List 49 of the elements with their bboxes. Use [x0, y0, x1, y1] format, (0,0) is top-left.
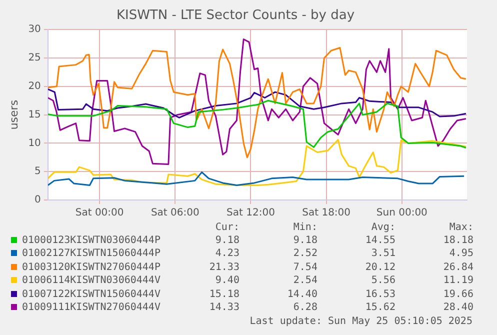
y-axis-title: users	[7, 100, 20, 130]
y-tick-label: 0	[34, 194, 41, 206]
text: 14.33	[208, 301, 240, 314]
x-tick-label: Sat 18:00	[302, 208, 351, 219]
text: 3.51	[370, 247, 396, 260]
legend-label: 01002127KISWTN15060444P	[22, 248, 160, 259]
text: 4.95	[448, 247, 474, 260]
y-tick-label: 25	[28, 52, 41, 64]
y-tick-label: 30	[28, 24, 41, 36]
text: 4.23	[214, 247, 240, 260]
text: 15.62	[364, 301, 396, 314]
text: 20.12	[364, 260, 396, 274]
text: 21.33	[208, 260, 240, 274]
legend-label: 01006114KISWTN03060444V	[22, 275, 160, 286]
text: 9.18	[214, 234, 240, 247]
text: 14.55	[364, 234, 396, 247]
text: 19.66	[442, 288, 474, 301]
x-tick-label: Sat 12:00	[226, 208, 275, 219]
text: 16.53	[364, 288, 396, 301]
text: Cur:	[214, 222, 240, 234]
legend-label: 01003120KISWTN27060444P	[22, 262, 160, 272]
text: 26.84	[442, 260, 474, 274]
x-tick-label: Sun 00:00	[376, 208, 428, 219]
text: 7.54	[292, 260, 318, 274]
text: 2.54	[292, 274, 318, 288]
text: 5.56	[370, 274, 396, 288]
text: 9.18	[292, 234, 318, 247]
y-tick-label: 20	[28, 80, 41, 92]
text: Max:	[448, 222, 474, 234]
text: 18.18	[442, 234, 474, 247]
legend-label: 01000123KISWTN03060444P	[22, 234, 160, 246]
chart-title: KISWTN - LTE Sector Counts - by day	[116, 8, 355, 24]
text: 2.52	[292, 247, 318, 260]
x-tick-label: Sat 06:00	[150, 208, 200, 219]
x-tick-label: Sat 00:00	[75, 208, 124, 219]
text: 14.40	[286, 288, 318, 301]
text: 9.40	[214, 274, 240, 288]
text: 6.28	[292, 301, 318, 314]
y-tick-label: 15	[28, 109, 41, 120]
y-tick-label: 5	[34, 166, 41, 178]
text: Last update: Sun May 25 05:10:05 2025	[248, 314, 474, 328]
legend-label: 01009111KISWTN27060444V	[22, 302, 160, 313]
text: Min:	[292, 222, 318, 234]
text: 11.19	[442, 274, 474, 288]
text: Avg:	[370, 222, 396, 234]
text: 15.18	[208, 288, 240, 301]
text: 28.40	[442, 301, 474, 314]
legend-label: 01007122KISWTN15060444V	[22, 288, 160, 300]
y-tick-label: 10	[28, 138, 41, 149]
